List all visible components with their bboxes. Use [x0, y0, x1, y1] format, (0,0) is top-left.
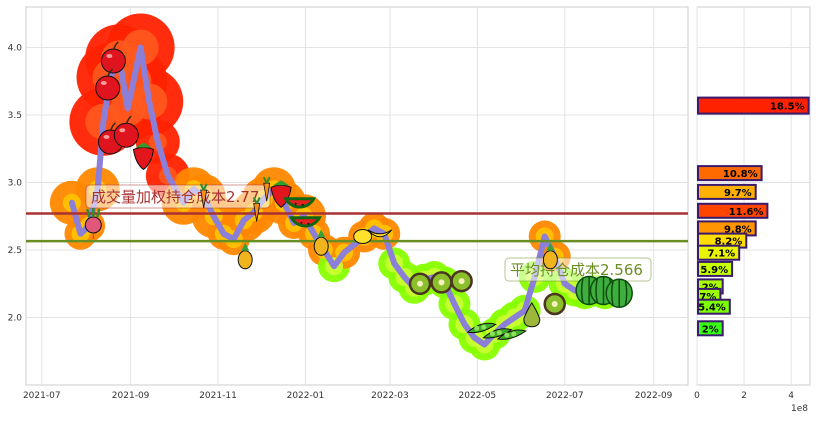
bar-value-label: 5.4%	[698, 303, 726, 314]
strawberry-icon	[132, 142, 155, 171]
axis-labels-layer: 2.0 2.5 3.0 3.5 4.0 2021-07 2021-09 2021-11 2022…	[8, 44, 809, 415]
kiwi-icon	[543, 292, 566, 316]
y-tick-label: 3.5	[8, 111, 22, 121]
bar-value-label: 9.8%	[724, 224, 752, 235]
average-cost-label: 平均持仓成本2.566	[510, 261, 643, 279]
x-tick-label: 2022-01	[287, 391, 325, 401]
x-tick-label: 2021-09	[112, 391, 150, 401]
lemon-icon	[353, 229, 373, 244]
kiwi-icon	[450, 269, 473, 293]
bar-value-label: 2%	[702, 324, 719, 335]
y-tick-label: 2.0	[8, 314, 23, 324]
average-cost-annotation: 平均持仓成本2.566	[504, 257, 652, 282]
apple-icon	[95, 68, 121, 101]
carrot-icon	[262, 176, 271, 202]
y-tick-label: 4.0	[8, 44, 23, 54]
bar-value-label: 8.2%	[715, 237, 743, 248]
distribution-bar: 9.8%	[697, 220, 757, 237]
x-tick-label: 2022-03	[371, 391, 409, 401]
side-x-tick-label: 0	[694, 391, 700, 401]
distribution-bar: 2%	[697, 320, 724, 337]
apple-icon	[100, 41, 126, 74]
distribution-bar: 5.9%	[697, 260, 734, 277]
bar-value-label: 11.6%	[729, 207, 764, 218]
x-tick-label: 2022-05	[459, 391, 497, 401]
annotation-box	[504, 257, 652, 282]
annotation-box	[85, 184, 271, 209]
banana-icon	[367, 229, 393, 238]
pineapple-icon	[237, 242, 253, 270]
bar-rect	[697, 260, 734, 277]
distribution-bar: 11.6%	[697, 202, 769, 219]
whole-watermelon-icon	[605, 278, 633, 308]
distribution-bar: 5.4%	[697, 298, 731, 315]
x-tick-label: 2021-07	[23, 391, 61, 401]
distribution-bar: 7.1%	[697, 244, 741, 261]
bar-rect	[697, 96, 810, 115]
distribution-bars-layer: 18.5% 10.8% 9.7% 11.6% 9.8% 8.2%7.1% 5.9% 2% 7%5…	[697, 96, 810, 337]
bar-value-label: 7%	[699, 292, 716, 303]
side-x-tick-label: 4	[788, 391, 794, 401]
peapod-icon	[496, 329, 527, 340]
watermelon-icon	[288, 216, 322, 228]
x-tick-label: 2022-07	[546, 391, 584, 401]
carrot-icon	[199, 183, 208, 209]
bar-rect	[697, 165, 763, 182]
side-x-unit-label: 1e8	[791, 404, 808, 414]
y-tick-label: 2.5	[8, 246, 22, 256]
bar-rect	[697, 183, 757, 200]
radish-icon	[84, 208, 102, 239]
kiwi-icon	[430, 271, 453, 294]
bar-value-label: 5.9%	[700, 265, 728, 276]
peapod-icon	[482, 328, 513, 339]
weighted-cost-label: 成交量加权持仓成本2.77	[91, 188, 259, 206]
kiwi-icon	[408, 272, 432, 296]
pineapple-icon	[542, 242, 558, 270]
fruit-marker-layer	[84, 41, 633, 340]
bar-rect	[697, 320, 724, 337]
bar-rect	[697, 202, 769, 219]
bar-value-label: 7.1%	[707, 249, 735, 260]
bar-rect	[697, 298, 731, 315]
pear-icon	[523, 301, 541, 328]
x-tick-label: 2022-09	[635, 391, 673, 401]
carrot-icon	[252, 197, 261, 222]
bar-value-label: 10.8%	[723, 169, 758, 180]
bar-rect	[697, 244, 741, 261]
weighted-cost-annotation: 成交量加权持仓成本2.77	[85, 184, 271, 209]
y-tick-label: 3.0	[8, 179, 23, 189]
bar-value-label: 9.7%	[724, 188, 752, 199]
side-x-tick-label: 2	[741, 391, 747, 401]
distribution-bar: 18.5%	[697, 96, 810, 115]
bar-value-label: 18.5%	[770, 102, 805, 113]
x-tick-label: 2021-11	[199, 391, 237, 401]
distribution-bar: 9.7%	[697, 183, 757, 200]
distribution-bar: 10.8%	[697, 165, 763, 182]
watermelon-icon	[283, 197, 317, 209]
pineapple-icon	[313, 229, 329, 256]
apple-icon	[113, 115, 139, 148]
peapod-icon	[466, 322, 497, 334]
